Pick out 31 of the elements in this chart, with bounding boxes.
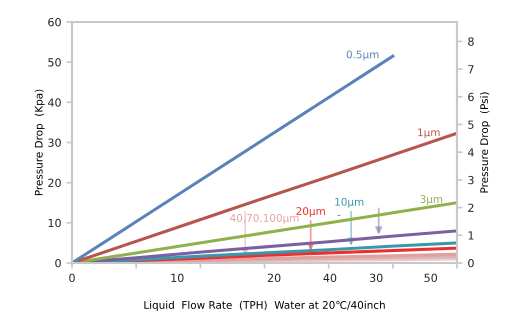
y2-tick-label: 4 (468, 148, 474, 156)
y2-tick-label: 5 (468, 120, 474, 129)
text: 40,70,100μm (230, 214, 299, 224)
y2-tick-label: 0 (468, 258, 474, 268)
text: - (338, 215, 340, 216)
y2-tick-label: 8 (468, 37, 474, 46)
text: 20μm (296, 207, 325, 218)
text: 40 (323, 274, 336, 282)
y2-tick-label: 1 (468, 231, 474, 240)
series-label: 3μm (420, 195, 442, 205)
x-axis-title: Liquid Flow Rate (TPH) Water at 20℃/40inch (144, 300, 385, 311)
text: 10 (171, 274, 184, 282)
text: 50 (424, 274, 438, 282)
y-tick-label: 0 (55, 258, 61, 268)
text: 10μm (335, 198, 364, 208)
text: 20 (268, 274, 280, 282)
y-tick-label: 30 (48, 138, 61, 147)
y-tick-label: 40 (48, 98, 61, 107)
series-label: 1μm (418, 128, 440, 138)
series-label: 0.5μm (346, 50, 378, 60)
y-tick-label: 10 (48, 218, 61, 228)
y-tick-label: 50 (48, 58, 61, 67)
y2-axis-title: Pressure Drop (Psi) (480, 92, 490, 192)
y2-tick-label: 6 (468, 92, 474, 102)
y-axis-title: Pressure Drop (Kpa) (34, 90, 45, 196)
y2-tick-label: 7 (468, 65, 474, 74)
y2-tick-label: 2 (468, 204, 474, 212)
y2-tick-label: 3 (468, 176, 474, 184)
text: 30 (370, 274, 382, 282)
y-tick-label: 60 (48, 18, 61, 26)
y-tick-label: 20 (48, 178, 61, 188)
